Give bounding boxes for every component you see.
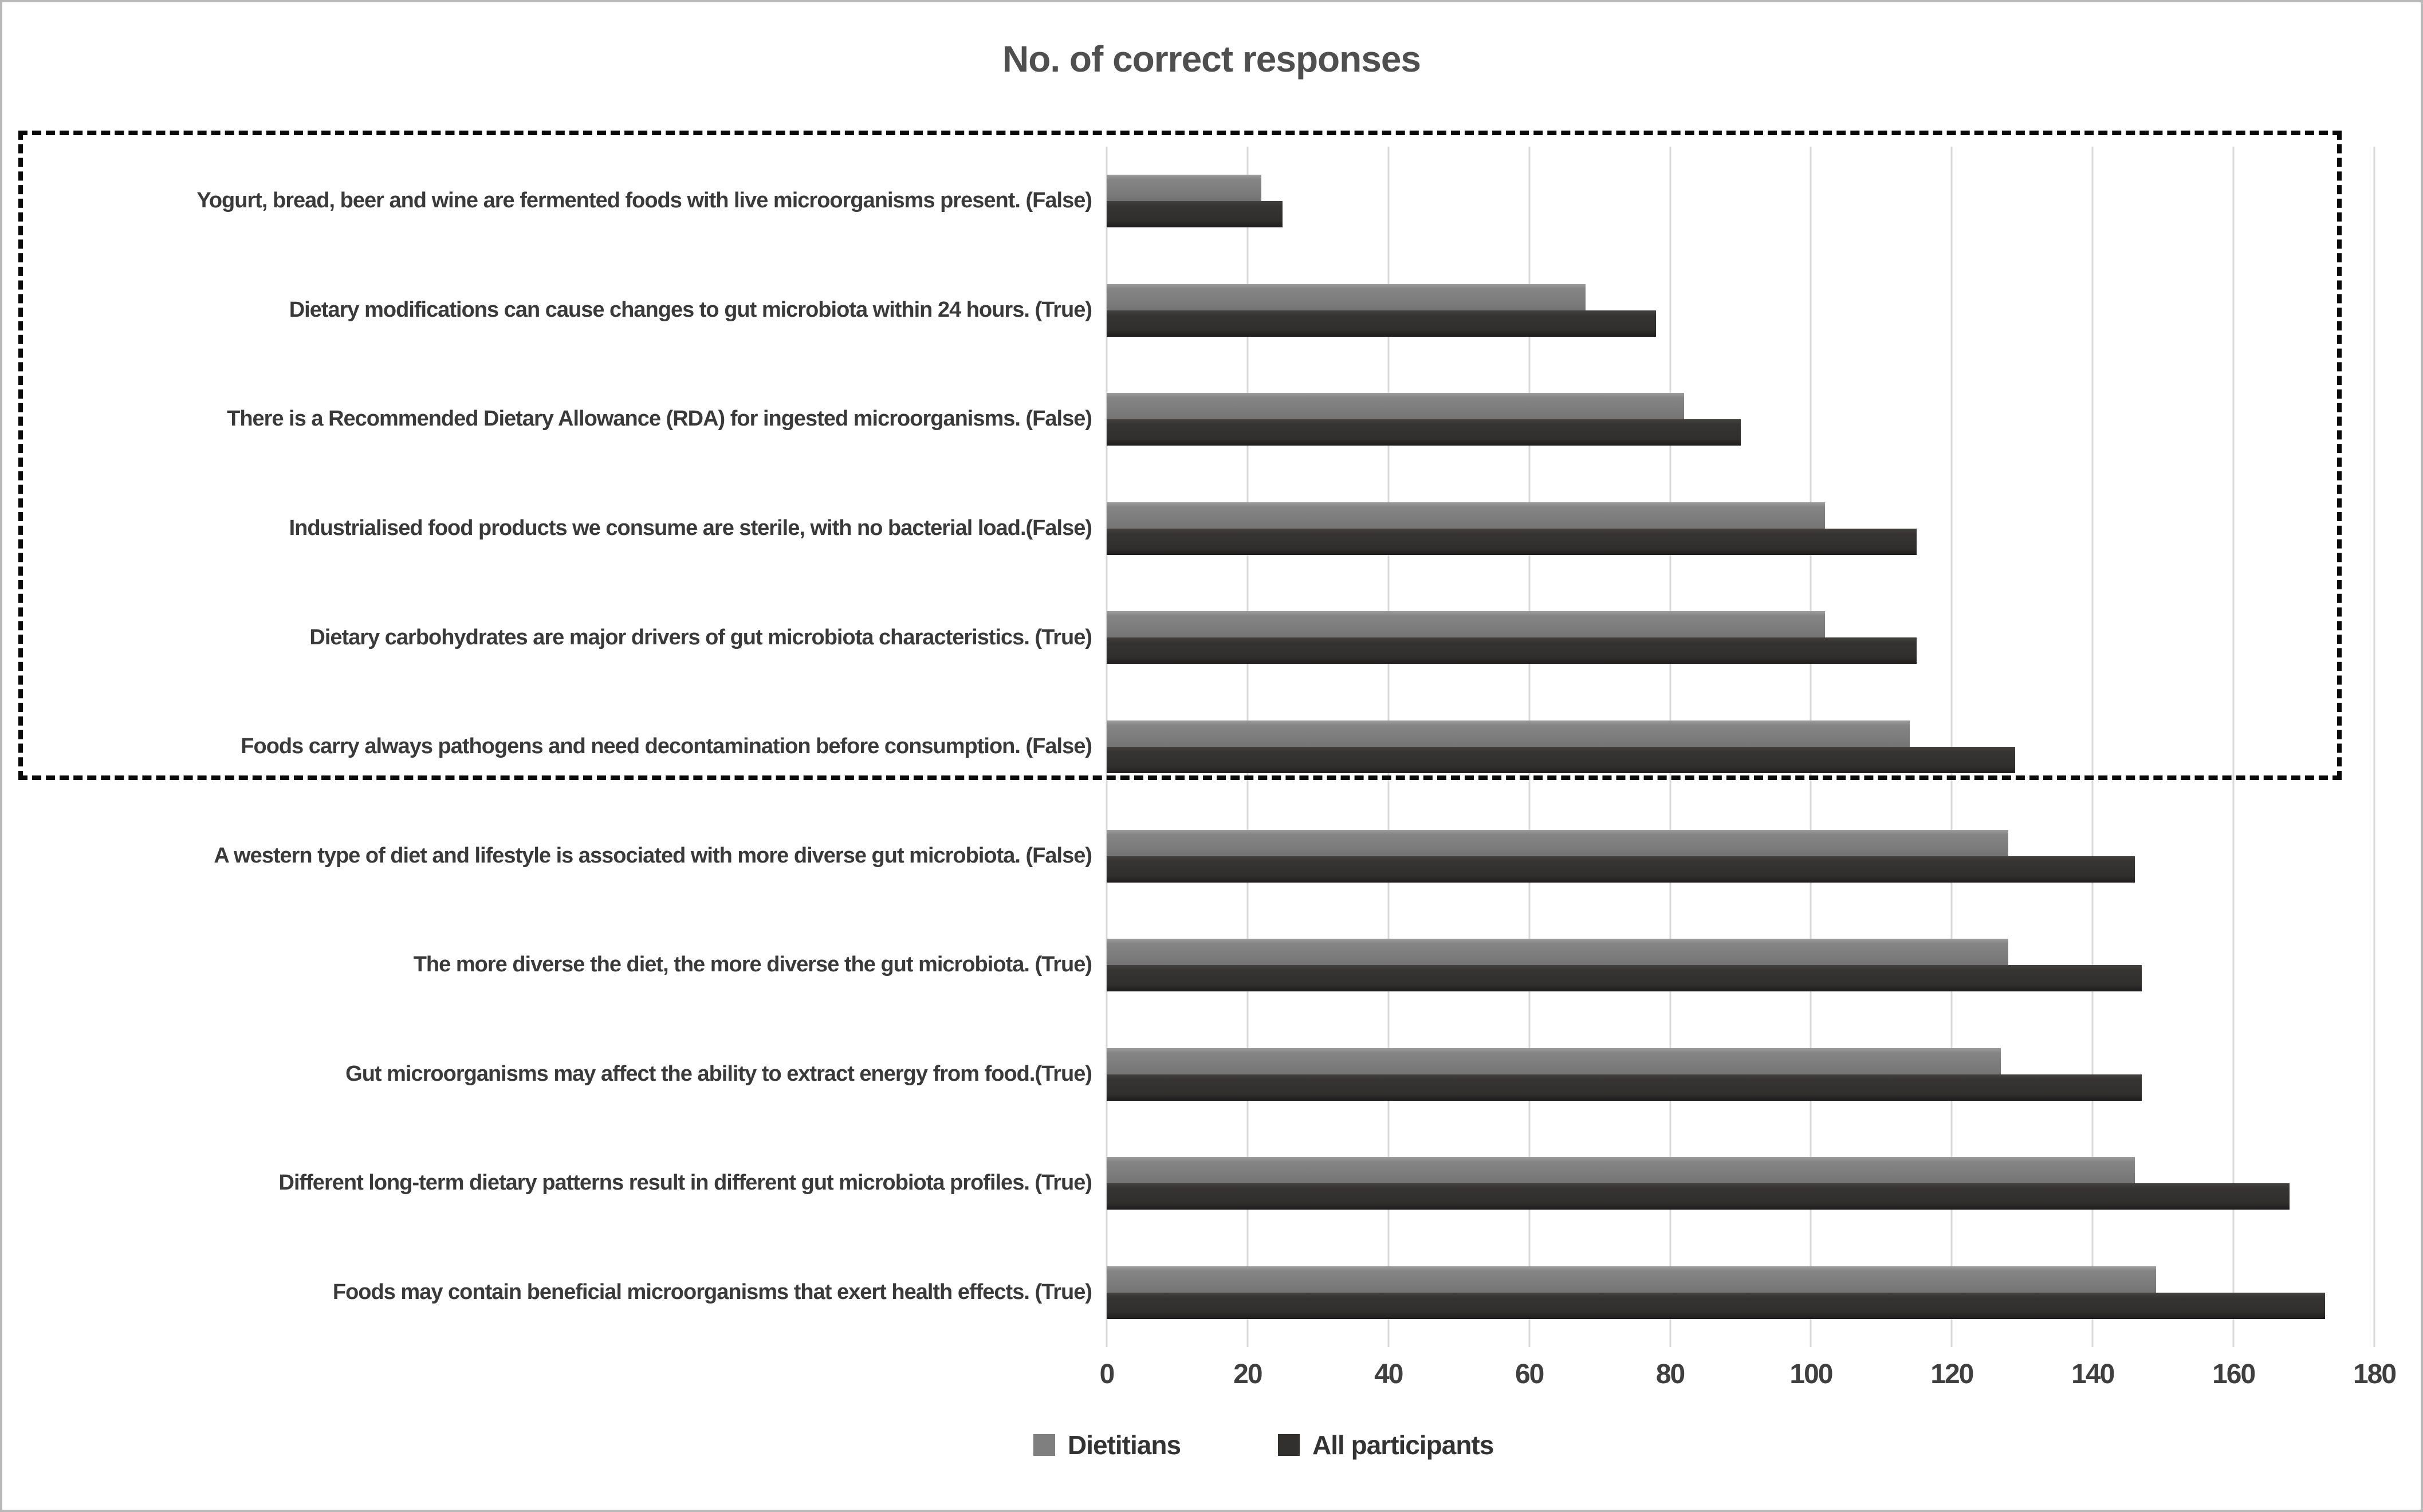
bar-group (1107, 583, 2374, 692)
category-label: Industrialised food products we consume … (289, 515, 1092, 540)
chart-row: Dietary carbohydrates are major drivers … (23, 583, 2374, 692)
gridline-140 (2091, 147, 2094, 1347)
chart-row: Different long-term dietary patterns res… (23, 1129, 2374, 1238)
category-label: Foods carry always pathogens and need de… (241, 734, 1092, 759)
category-label: Dietary carbohydrates are major drivers … (309, 625, 1092, 649)
x-tick-label-160: 160 (2212, 1359, 2256, 1389)
x-tick-label-100: 100 (1789, 1359, 1833, 1389)
dietitians-bar (1107, 829, 2008, 856)
x-tick-label-180: 180 (2353, 1359, 2397, 1389)
bar-group (1107, 911, 2374, 1020)
chart-row: Gut microorganisms may affect the abilit… (23, 1019, 2374, 1129)
all-participants-bar (1107, 965, 2142, 992)
all-participants-bar (1107, 528, 1917, 555)
all-participants-bar (1107, 747, 2015, 773)
dietitians-bar (1107, 939, 2008, 966)
chart-row: A western type of diet and lifestyle is … (23, 801, 2374, 911)
category-label: Different long-term dietary patterns res… (278, 1171, 1093, 1195)
chart-row: Foods carry always pathogens and need de… (23, 692, 2374, 802)
dietitians-bar (1107, 1266, 2156, 1293)
dietitians-bar (1107, 1048, 2001, 1074)
dietitians-bar (1107, 502, 1826, 529)
x-tick-label-60: 60 (1515, 1359, 1544, 1389)
all-participants-bar (1107, 1292, 2325, 1319)
category-label: Yogurt, bread, beer and wine are ferment… (196, 188, 1092, 213)
dietitians-swatch-icon (1033, 1434, 1055, 1456)
dietitians-bar (1107, 284, 1586, 310)
bar-group (1107, 1238, 2374, 1347)
plot-area: Yogurt, bread, beer and wine are ferment… (23, 147, 2375, 1347)
dietitians-bar (1107, 720, 1910, 747)
category-label: The more diverse the diet, the more dive… (413, 952, 1092, 977)
all-participants-bar (1107, 856, 2135, 883)
category-label: Gut microorganisms may affect the abilit… (345, 1061, 1092, 1086)
bar-group (1107, 1129, 2374, 1238)
category-label: A western type of diet and lifestyle is … (214, 843, 1092, 868)
all-participants-bar (1107, 1183, 2290, 1210)
chart-row: There is a Recommended Dietary Allowance… (23, 365, 2374, 474)
dietitians-bar (1107, 175, 1262, 202)
bar-group (1107, 474, 2374, 584)
chart-title: No. of correct responses (1002, 38, 1421, 80)
chart-row: Industrialised food products we consume … (23, 474, 2374, 584)
x-axis: 0 20 40 60 80 100 120 140 160 180 (1100, 1359, 2397, 1399)
bar-group (1107, 692, 2374, 802)
bar-group (1107, 365, 2374, 474)
bar-group (1107, 147, 2374, 256)
x-tick-label-120: 120 (1930, 1359, 1974, 1389)
category-rows: Yogurt, bread, beer and wine are ferment… (23, 147, 2374, 1347)
all-participants-bar (1107, 637, 1917, 664)
bar-group (1107, 1019, 2374, 1129)
legend-item-all-participants: All participants (1278, 1430, 1494, 1460)
chart-row: The more diverse the diet, the more dive… (23, 911, 2374, 1020)
category-label: There is a Recommended Dietary Allowance… (227, 407, 1092, 431)
all-participants-bar (1107, 310, 1656, 337)
legend-label-all-participants: All participants (1312, 1430, 1494, 1460)
category-label: Dietary modifications can cause changes … (289, 297, 1092, 322)
chart-row: Foods may contain beneficial microorgani… (23, 1238, 2374, 1347)
legend-item-dietitians: Dietitians (1033, 1430, 1181, 1460)
dietitians-bar (1107, 611, 1826, 638)
all-participants-bar (1107, 201, 1283, 228)
dietitians-bar (1107, 1157, 2135, 1184)
x-tick-label-40: 40 (1374, 1359, 1403, 1389)
all-participants-swatch-icon (1278, 1434, 1300, 1456)
bar-group (1107, 256, 2374, 365)
x-tick-label-20: 20 (1233, 1359, 1262, 1389)
gridline-180 (2373, 147, 2375, 1347)
x-tick-label-80: 80 (1655, 1359, 1685, 1389)
chart-row: Yogurt, bread, beer and wine are ferment… (23, 147, 2374, 256)
chart-row: Dietary modifications can cause changes … (23, 256, 2374, 365)
gridline-160 (2232, 147, 2235, 1347)
category-label: Foods may contain beneficial microorgani… (332, 1279, 1092, 1304)
x-tick-label-0: 0 (1099, 1359, 1115, 1389)
legend-label-dietitians: Dietitians (1068, 1430, 1181, 1460)
x-tick-label-140: 140 (2071, 1359, 2115, 1389)
all-participants-bar (1107, 419, 1741, 446)
dietitians-bar (1107, 393, 1685, 420)
all-participants-bar (1107, 1074, 2142, 1101)
chart-legend: Dietitians All participants (1033, 1430, 1494, 1460)
bar-group (1107, 801, 2374, 911)
